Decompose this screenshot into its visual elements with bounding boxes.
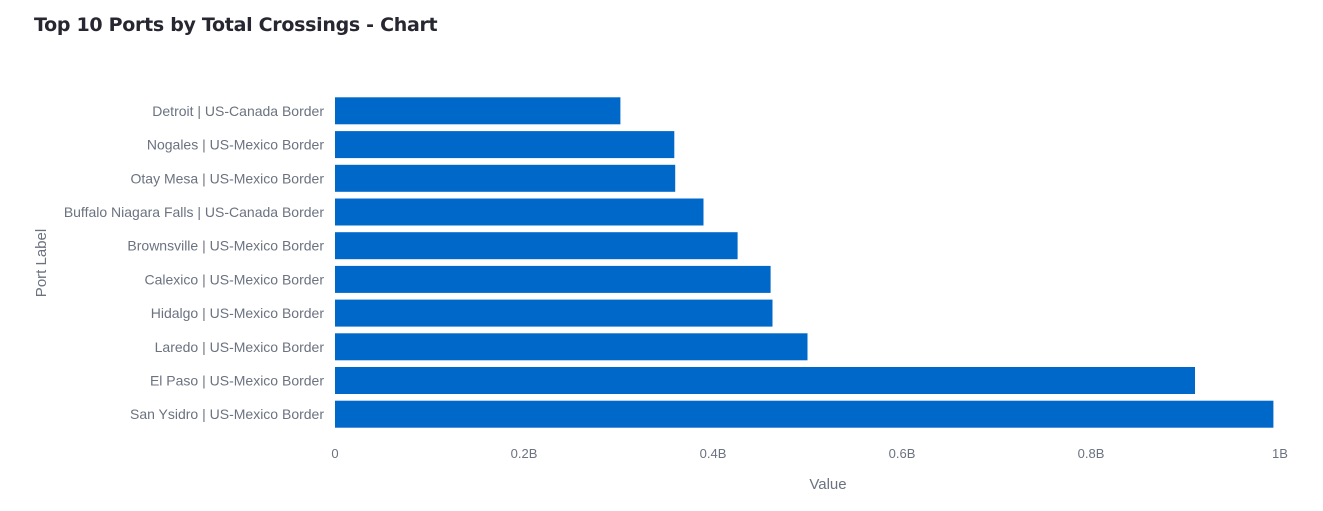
- y-tick-label: San Ysidro | US-Mexico Border: [130, 406, 324, 422]
- x-tick-label: 0.6B: [889, 446, 916, 461]
- bars-group: [335, 97, 1274, 428]
- bar[interactable]: [335, 299, 773, 327]
- y-tick-label: Calexico | US-Mexico Border: [145, 271, 325, 287]
- y-tick-label: El Paso | US-Mexico Border: [150, 373, 324, 389]
- y-tick-label: Hidalgo | US-Mexico Border: [151, 305, 325, 321]
- y-tick-label: Brownsville | US-Mexico Border: [127, 238, 324, 254]
- y-tick-label: Otay Mesa | US-Mexico Border: [131, 170, 325, 186]
- chart-title: Top 10 Ports by Total Crossings - Chart: [34, 14, 438, 36]
- y-tick-label: Detroit | US-Canada Border: [152, 103, 324, 119]
- y-tick-label: Laredo | US-Mexico Border: [155, 339, 325, 355]
- bar[interactable]: [335, 367, 1195, 394]
- bar[interactable]: [335, 97, 621, 125]
- x-tick-label: 0: [331, 446, 338, 461]
- bar[interactable]: [335, 131, 675, 159]
- bar[interactable]: [335, 265, 771, 293]
- x-axis-label: Value: [809, 476, 846, 493]
- bar[interactable]: [335, 232, 738, 260]
- bar[interactable]: [335, 164, 676, 192]
- bar[interactable]: [335, 400, 1274, 428]
- x-tick-label: 0.8B: [1078, 446, 1105, 461]
- bar[interactable]: [335, 198, 704, 226]
- y-axis-label: Port Label: [33, 229, 50, 297]
- bar[interactable]: [335, 333, 808, 361]
- x-tick-label: 0.4B: [700, 446, 727, 461]
- y-tick-label: Nogales | US-Mexico Border: [147, 137, 324, 153]
- y-axis-ticks: Detroit | US-Canada Border Nogales | US-M…: [64, 103, 325, 422]
- x-tick-label: 0.2B: [511, 446, 538, 461]
- x-axis-ticks: 0 0.2B 0.4B 0.6B 0.8B 1B: [331, 446, 1288, 461]
- y-tick-label: Buffalo Niagara Falls | US-Canada Border: [64, 204, 325, 220]
- x-tick-label: 1B: [1272, 446, 1288, 461]
